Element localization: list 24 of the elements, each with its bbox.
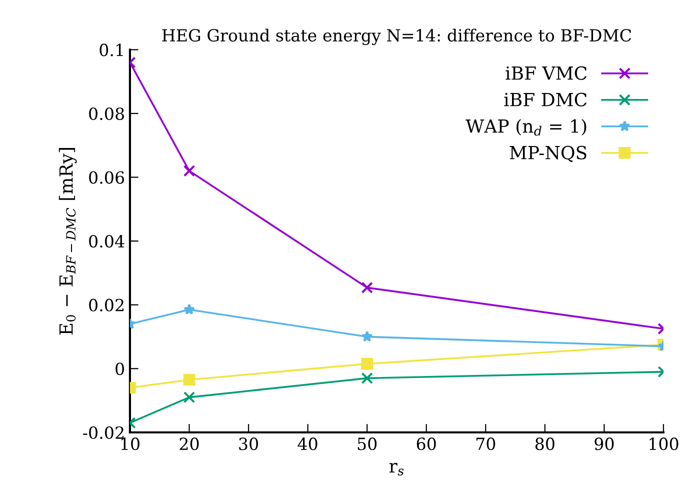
y-tick-label: -0.02 (83, 426, 124, 439)
x-tick-label: 40 (298, 438, 318, 450)
x-axis-title: r$_{s}$ (389, 462, 404, 476)
x-tick-label: 80 (535, 438, 554, 450)
legend-label: MP-NQS (510, 146, 586, 162)
y-tick-label: 0.02 (89, 298, 124, 312)
legend-label: WAP (n$_{d}$ = 1) (466, 118, 586, 136)
y-tick-label: 0 (116, 362, 124, 376)
y-tick-label: 0.06 (89, 171, 124, 184)
x-tick-label: 10 (121, 438, 140, 450)
x-tick-label: 20 (180, 438, 199, 450)
chart-title: HEG Ground state energy N=14: difference to BF-DMC (162, 28, 632, 46)
x-tick-label: 30 (239, 438, 258, 450)
legend-label: iBF VMC (506, 66, 587, 80)
y-tick-label: 0.04 (89, 235, 124, 248)
x-tick-label: 60 (416, 438, 436, 450)
y-axis-title: E$_{0}$ − E$_{BF−DMC}$ [mRy] (58, 148, 77, 335)
x-tick-label: 50 (358, 438, 377, 450)
y-tick-label: 0.08 (89, 107, 124, 120)
x-tick-label: 90 (594, 438, 614, 450)
y-tick-label: 0.1 (100, 44, 123, 56)
x-tick-label: 70 (476, 438, 496, 450)
legend-label: iBF DMC (504, 92, 587, 106)
x-tick-label: 100 (650, 438, 678, 450)
